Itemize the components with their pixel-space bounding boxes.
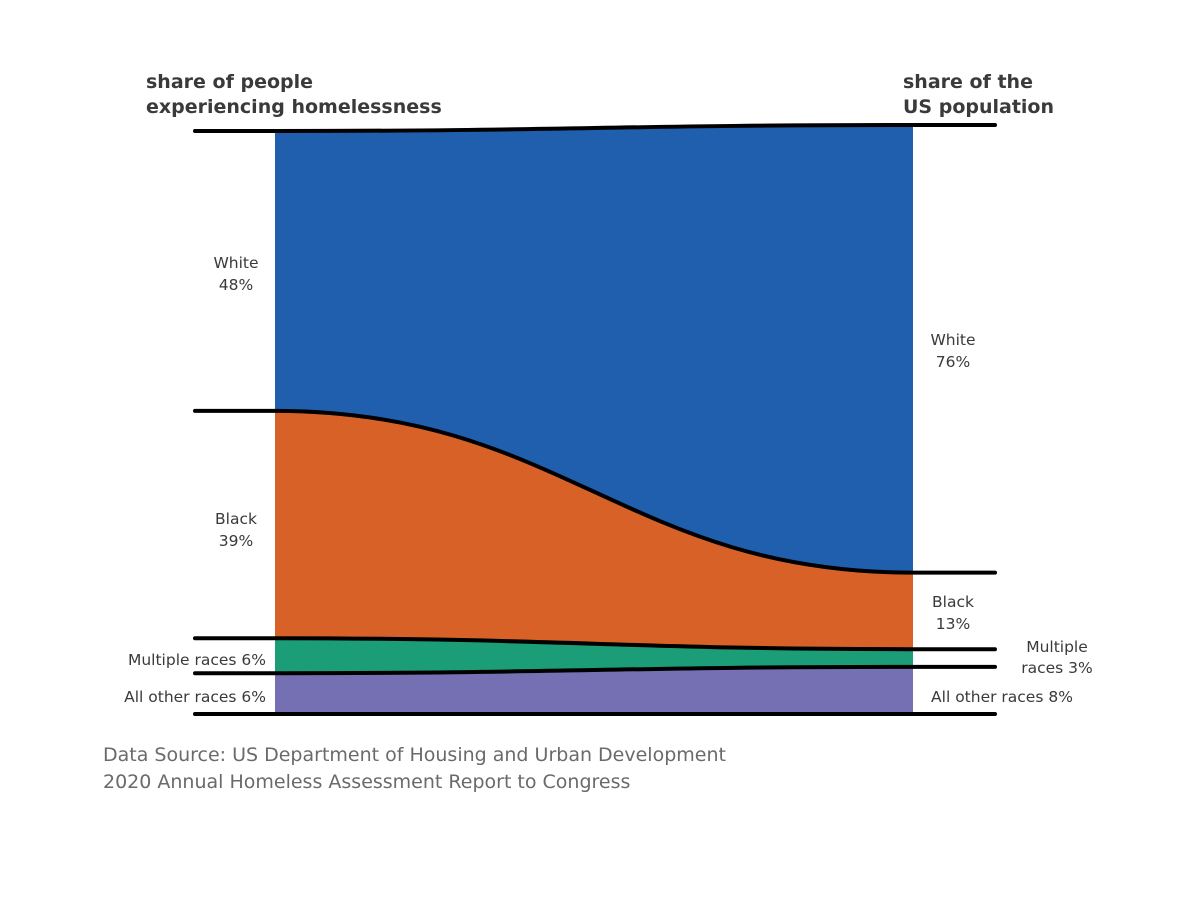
left-label-black-value: 39% <box>219 532 253 550</box>
divider-line-0 <box>193 123 997 133</box>
bands <box>275 125 913 714</box>
left-label-white-name: White <box>213 254 258 272</box>
right-label-multiple-line-2: races 3% <box>1021 659 1093 677</box>
left-label-other: All other races 6% <box>124 688 266 706</box>
right-label-other: All other races 8% <box>931 688 1073 706</box>
source-line-2: 2020 Annual Homeless Assessment Report t… <box>103 771 630 793</box>
left-label-white-value: 48% <box>219 276 253 294</box>
right-axis-title-line-1: share of the <box>903 71 1033 93</box>
divider-lines <box>193 123 997 717</box>
right-label-white-value: 76% <box>936 353 970 371</box>
divider-line-3 <box>193 664 997 676</box>
band-multiple-races <box>275 638 913 674</box>
band-black <box>275 410 913 650</box>
divider-line-1 <box>193 408 997 575</box>
source-line-1: Data Source: US Department of Housing an… <box>103 744 726 766</box>
right-label-black-name: Black <box>932 593 974 611</box>
divider-line-2 <box>193 636 997 652</box>
right-axis-title-line-2: US population <box>903 96 1054 118</box>
left-label-multiple: Multiple races 6% <box>128 651 266 669</box>
left-label-black-name: Black <box>215 510 257 528</box>
right-label-white-name: White <box>930 331 975 349</box>
right-label-multiple-line-1: Multiple <box>1026 638 1088 656</box>
left-axis-title-line-2: experiencing homelessness <box>146 96 442 118</box>
band-white <box>275 125 913 573</box>
right-label-black-value: 13% <box>936 615 970 633</box>
band-all-other-races <box>275 666 913 714</box>
left-axis-title-line-1: share of people <box>146 71 313 93</box>
